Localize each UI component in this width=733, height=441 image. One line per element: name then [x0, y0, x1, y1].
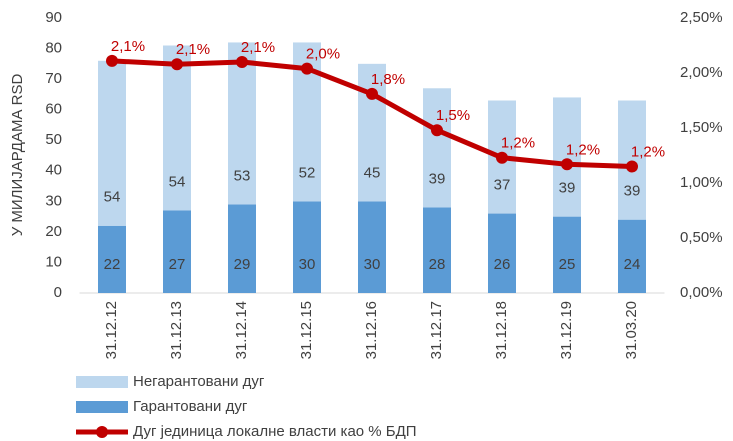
y-tick-label: 40	[45, 162, 62, 179]
legend-marker	[96, 426, 108, 438]
y-tick-label: 90	[45, 9, 62, 26]
bar-value-label: 24	[624, 256, 641, 273]
bar-value-label: 25	[559, 256, 576, 273]
x-tick-label: 31.12.17	[428, 301, 445, 359]
bar-segment	[488, 213, 516, 293]
bar-value-label: 39	[624, 183, 641, 200]
y2-tick-label: 2,00%	[680, 64, 723, 81]
x-tick-label: 31.12.18	[493, 301, 510, 359]
x-tick-label: 31.12.14	[233, 301, 250, 359]
legend-label: Дуг јединица локалне власти као % БДП	[133, 423, 417, 440]
line-marker	[171, 58, 183, 71]
bar-value-label: 54	[104, 189, 121, 206]
bar-segment	[163, 210, 191, 293]
line-marker	[106, 54, 118, 67]
y2-tick-label: 1,00%	[680, 174, 723, 191]
line-marker	[496, 151, 508, 164]
bar-segment	[553, 216, 581, 293]
legend-label: Негарантовани дуг	[133, 373, 265, 390]
legend-swatch	[76, 376, 128, 388]
x-tick-label: 31.12.13	[168, 301, 185, 359]
y-tick-label: 50	[45, 131, 62, 148]
line-marker	[561, 158, 573, 171]
bar-segment	[98, 60, 126, 226]
y-tick-label: 70	[45, 70, 62, 87]
bar-value-label: 39	[429, 170, 446, 187]
bar-value-label: 27	[169, 256, 186, 273]
bar-segment	[358, 63, 386, 202]
line-value-label: 2,1%	[176, 41, 210, 58]
x-tick-label: 31.12.12	[103, 301, 120, 359]
bar-segment	[228, 204, 256, 293]
line-value-label: 1,2%	[631, 143, 665, 160]
bar-value-label: 54	[169, 173, 186, 190]
bar-segment	[98, 225, 126, 293]
bar-segment	[553, 97, 581, 217]
legend-label: Гарантовани дуг	[133, 398, 248, 415]
x-tick-label: 31.03.20	[623, 301, 640, 359]
y-tick-label: 30	[45, 192, 62, 209]
bar-value-label: 37	[494, 177, 511, 194]
y-tick-label: 60	[45, 101, 62, 118]
bar-value-label: 45	[364, 164, 381, 181]
y2-tick-label: 2,50%	[680, 9, 723, 26]
bar-value-label: 39	[559, 180, 576, 197]
line-value-label: 1,5%	[436, 107, 470, 124]
line-value-label: 1,8%	[371, 71, 405, 88]
y2-tick-label: 0,00%	[680, 284, 723, 301]
line-value-label: 2,1%	[241, 39, 275, 56]
bar-value-label: 30	[364, 256, 381, 273]
bar-value-label: 53	[234, 167, 251, 184]
bar-value-label: 52	[299, 164, 316, 181]
y-tick-label: 0	[54, 284, 62, 301]
bar-segment	[163, 45, 191, 211]
x-tick-label: 31.12.16	[363, 301, 380, 359]
line-value-label: 1,2%	[566, 141, 600, 158]
legend-swatch	[76, 401, 128, 413]
bar-segment	[423, 207, 451, 293]
line-marker	[236, 56, 248, 68]
line-value-label: 2,1%	[111, 38, 145, 55]
y-tick-label: 20	[45, 223, 62, 240]
y-tick-label: 10	[45, 253, 62, 270]
bar-value-label: 29	[234, 256, 251, 273]
bar-value-label: 26	[494, 256, 511, 273]
bar-segment	[618, 219, 646, 293]
y2-tick-label: 1,50%	[680, 119, 723, 136]
line-value-label: 2,0%	[306, 46, 340, 63]
line-value-label: 1,2%	[501, 135, 535, 152]
y-axis-label: У МИЛИЈАРДАМА RSD	[9, 74, 26, 237]
bar-value-label: 30	[299, 256, 316, 273]
x-tick-label: 31.12.15	[298, 301, 315, 359]
bar-value-label: 28	[429, 256, 446, 273]
bar-segment	[423, 88, 451, 208]
bar-segment	[618, 100, 646, 220]
line-marker	[366, 87, 378, 100]
x-tick-label: 31.12.19	[558, 301, 575, 359]
y-tick-label: 80	[45, 40, 62, 57]
bar-segment	[228, 42, 256, 205]
bar-value-label: 22	[104, 256, 121, 273]
line-marker	[301, 62, 313, 75]
bar-segment	[358, 201, 386, 293]
line-marker	[626, 160, 638, 173]
line-marker	[431, 124, 443, 137]
y2-tick-label: 0,50%	[680, 229, 723, 246]
bar-segment	[293, 201, 321, 293]
